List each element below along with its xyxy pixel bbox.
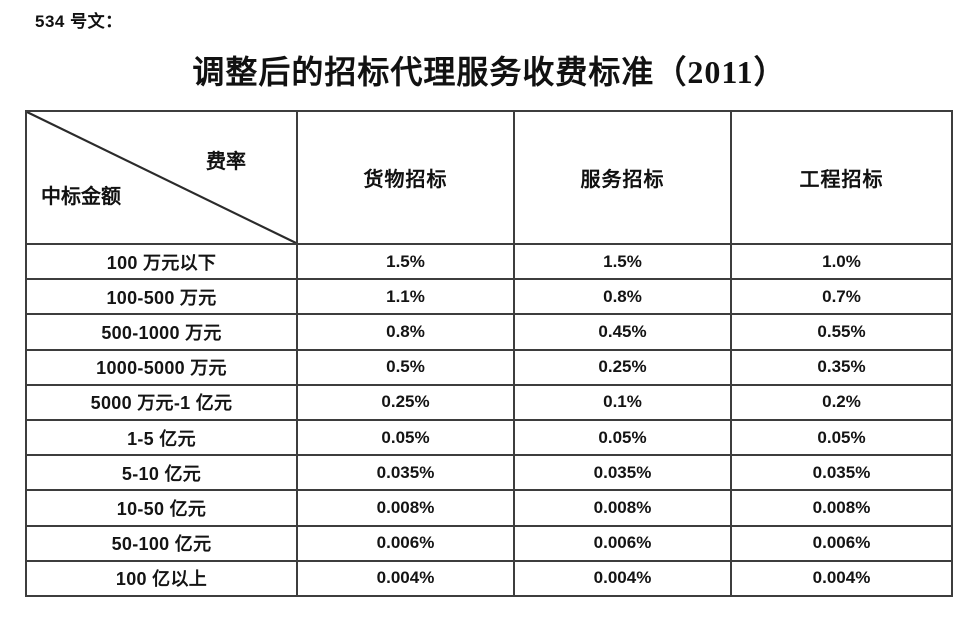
table-row: 50-100 亿元 0.006% 0.006% 0.006% [25,524,953,562]
table-row: 500-1000 万元 0.8% 0.45% 0.55% [25,313,953,351]
rate-cell: 0.8% [296,313,515,351]
table-row: 1-5 亿元 0.05% 0.05% 0.05% [25,418,953,457]
rate-cell: 0.2% [730,383,953,421]
col-header-engineering-bidding: 工程招标 [730,110,953,245]
table-row: 100 亿以上 0.004% 0.004% 0.004% [25,559,953,598]
rate-cell: 0.008% [296,489,515,527]
row-range-cell: 50-100 亿元 [25,524,298,562]
rate-cell: 0.5% [296,348,515,386]
rate-cell: 0.45% [513,313,732,351]
rate-cell: 1.0% [730,242,953,281]
row-range-cell: 500-1000 万元 [25,313,298,351]
row-range-cell: 100 亿以上 [25,559,298,598]
rate-cell: 0.1% [513,383,732,421]
row-range-cell: 1-5 亿元 [25,418,298,457]
rate-cell: 0.05% [296,418,515,457]
rate-cell: 0.35% [730,348,953,386]
diagonal-line [27,112,296,243]
rate-cell: 0.05% [730,418,953,457]
table-row: 1000-5000 万元 0.5% 0.25% 0.35% [25,348,953,386]
row-range-cell: 5-10 亿元 [25,454,298,492]
row-range-cell: 100-500 万元 [25,278,298,316]
table-row: 100-500 万元 1.1% 0.8% 0.7% [25,278,953,316]
rate-cell: 0.006% [296,524,515,562]
rate-cell: 0.25% [513,348,732,386]
rate-cell: 0.008% [513,489,732,527]
rate-cell: 0.035% [513,454,732,492]
row-range-cell: 10-50 亿元 [25,489,298,527]
row-range-cell: 100 万元以下 [25,242,298,281]
col-header-goods-bidding: 货物招标 [296,110,515,245]
rate-cell: 0.035% [730,454,953,492]
table-row: 100 万元以下 1.5% 1.5% 1.0% [25,242,953,281]
rate-cell: 0.8% [513,278,732,316]
rate-cell: 1.5% [513,242,732,281]
row-range-cell: 1000-5000 万元 [25,348,298,386]
table-row: 5-10 亿元 0.035% 0.035% 0.035% [25,454,953,492]
rate-cell: 0.25% [296,383,515,421]
page-title: 调整后的招标代理服务收费标准（2011） [192,54,787,90]
row-range-cell: 5000 万元-1 亿元 [25,383,298,421]
fee-rate-table: 费率 中标金额 货物招标 服务招标 工程招标 100 万元以下 1.5% 1.5… [25,110,953,598]
rate-cell: 0.035% [296,454,515,492]
rate-cell: 0.006% [730,524,953,562]
rate-cell: 0.004% [730,559,953,598]
rate-cell: 0.7% [730,278,953,316]
rate-cell: 0.55% [730,313,953,351]
rate-cell: 0.05% [513,418,732,457]
rate-cell: 0.006% [513,524,732,562]
rate-cell: 0.008% [730,489,953,527]
rate-cell: 0.004% [296,559,515,598]
table-row: 10-50 亿元 0.008% 0.008% 0.008% [25,489,953,527]
corner-label-bid-amount: 中标金额 [41,186,121,208]
col-header-service-bidding: 服务招标 [513,110,732,245]
rate-cell: 0.004% [513,559,732,598]
diagonal-corner-cell: 费率 中标金额 [25,110,298,245]
table-row: 5000 万元-1 亿元 0.25% 0.1% 0.2% [25,383,953,421]
rate-cell: 1.1% [296,278,515,316]
rate-cell: 1.5% [296,242,515,281]
doc-number-label: 534 号文： [35,12,123,31]
corner-label-fee-rate: 费率 [206,151,246,173]
table-header-row: 费率 中标金额 货物招标 服务招标 工程招标 [25,110,953,245]
